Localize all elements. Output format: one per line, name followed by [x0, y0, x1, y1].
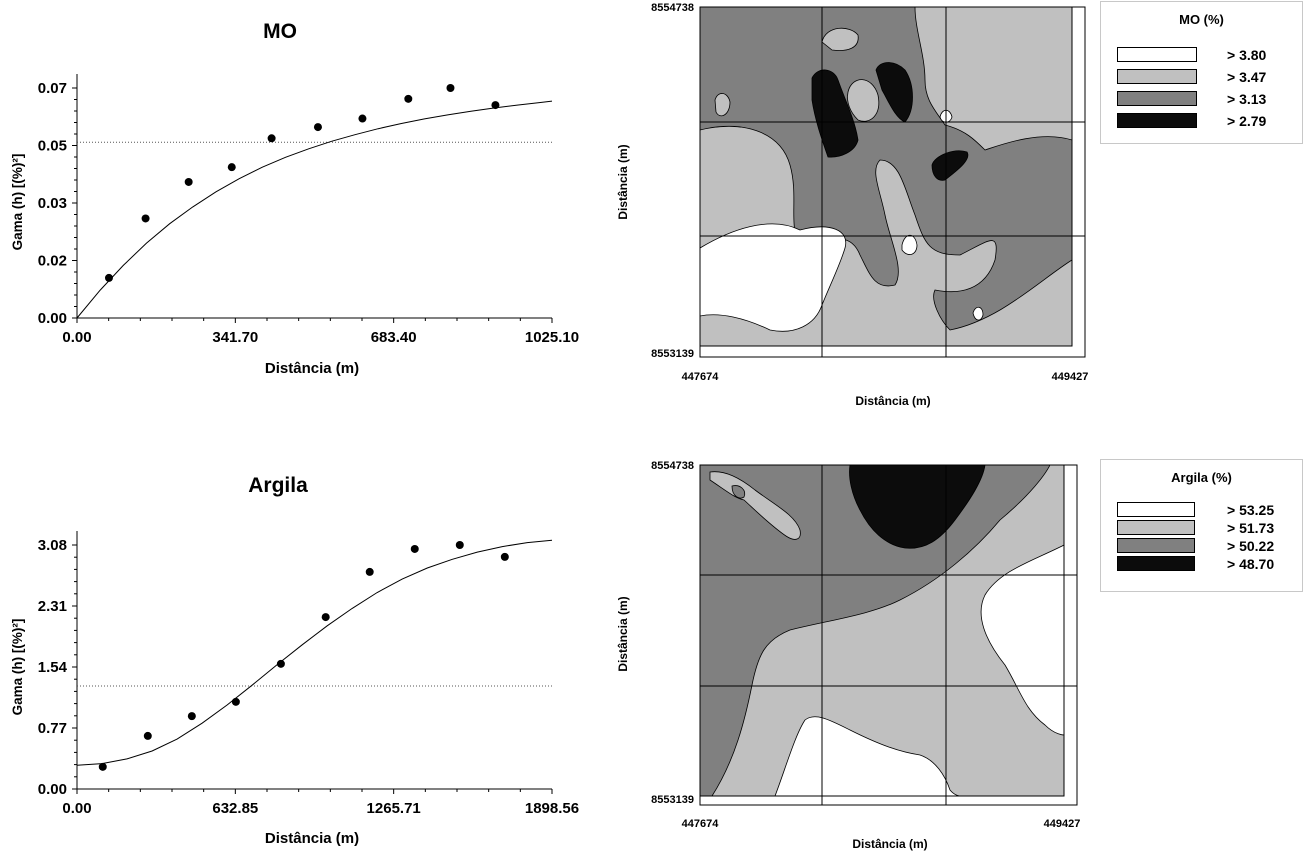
model-curve — [76, 539, 553, 766]
legend-swatch — [1117, 47, 1197, 62]
zone-3-80 — [700, 223, 847, 332]
x-tick-label: 683.40 — [371, 329, 417, 346]
y-tick-label: 2.31 — [38, 598, 67, 615]
zone-50-22 — [731, 485, 746, 499]
legend-label: > 3.13 — [1227, 91, 1267, 107]
x-min-label: 447674 — [682, 818, 720, 830]
x-tick-label: 0.00 — [62, 800, 91, 817]
legend-swatch — [1117, 520, 1195, 535]
y-tick-label: 0.05 — [38, 138, 67, 155]
data-point — [141, 214, 150, 223]
y-max-label: 8554738 — [651, 2, 694, 14]
legend-mo: MO (%) > 3.80 > 3.47 > 3.13 > 2.79 — [1100, 1, 1303, 144]
data-point — [404, 94, 413, 103]
x-max-label: 449427 — [1052, 371, 1089, 383]
legend-swatch — [1117, 69, 1197, 84]
map-mo: 8554738 8553139 447674 449427 Distância … — [616, 2, 1088, 408]
zone-53-25 — [774, 716, 961, 796]
zone-3-80 — [901, 234, 918, 255]
x-tick-label: 341.70 — [212, 329, 258, 346]
y-tick-label: 0.07 — [38, 80, 67, 97]
data-point — [313, 123, 322, 132]
y-min-label: 8553139 — [651, 794, 694, 806]
data-point — [231, 697, 240, 706]
zone-48-70 — [849, 465, 986, 549]
x-axis-label: Distância (m) — [852, 837, 927, 851]
data-point — [491, 101, 500, 110]
zone-51-73 — [711, 465, 1064, 796]
data-point — [410, 544, 419, 553]
zone-3-47 — [821, 27, 859, 51]
y-axis-label: Distância (m) — [616, 144, 630, 219]
legend-label: > 2.79 — [1227, 113, 1267, 129]
semivariogram-argila: Argila Gama (h) [(%)²] Distância (m) 0.0… — [10, 474, 579, 847]
data-point — [358, 114, 367, 123]
x-tick-label: 632.85 — [212, 800, 258, 817]
data-point — [184, 177, 193, 186]
x-min-label: 447674 — [682, 371, 720, 383]
data-point — [227, 163, 236, 172]
y-min-label: 8553139 — [651, 348, 694, 360]
y-tick-label: 0.00 — [38, 310, 67, 327]
map-argila: 8554738 8553139 447674 449427 Distância … — [616, 460, 1080, 851]
legend-label: > 51.73 — [1227, 520, 1275, 536]
x-max-label: 449427 — [1044, 818, 1081, 830]
legend-title: Argila (%) — [1171, 470, 1232, 485]
legend-swatch — [1117, 502, 1195, 517]
data-point — [187, 712, 196, 721]
zone-3-47 — [847, 79, 880, 122]
y-tick-label: 1.54 — [38, 659, 68, 676]
zone-3-47 — [714, 93, 731, 117]
legend-swatch — [1117, 91, 1197, 106]
data-point — [98, 762, 107, 771]
zone-53-25 — [980, 544, 1064, 736]
x-axis-label: Distância (m) — [855, 394, 930, 408]
legend-label: > 50.22 — [1227, 538, 1275, 554]
x-tick-label: 1898.56 — [525, 800, 579, 817]
data-point — [267, 134, 276, 143]
legend-argila: Argila (%) > 53.25 > 51.73 > 50.22 > 48.… — [1100, 459, 1303, 592]
zone-2-79 — [811, 69, 859, 158]
data-point — [143, 731, 152, 740]
legend-label: > 3.47 — [1227, 69, 1267, 85]
chart-title: MO — [263, 20, 297, 43]
legend-label: > 53.25 — [1227, 502, 1275, 518]
data-point — [446, 84, 455, 92]
data-point — [321, 613, 330, 622]
data-point — [104, 273, 113, 282]
zone-2-79 — [875, 62, 913, 123]
legend-swatch — [1117, 538, 1195, 553]
zone-3-80 — [972, 306, 984, 321]
y-tick-label: 0.03 — [38, 195, 67, 212]
y-tick-label: 3.08 — [38, 537, 67, 554]
y-axis-label: Gama (h) [(%)²] — [10, 154, 25, 251]
legend-label: > 3.80 — [1227, 47, 1267, 63]
data-point — [500, 552, 509, 561]
model-curve — [76, 100, 553, 319]
x-axis-label: Distância (m) — [265, 360, 359, 377]
map-grid — [699, 464, 1078, 806]
y-tick-label: 0.00 — [38, 781, 67, 798]
legend-label: > 48.70 — [1227, 556, 1275, 572]
y-tick-label: 0.02 — [38, 253, 67, 270]
legend-title: MO (%) — [1179, 12, 1224, 27]
data-point — [276, 659, 285, 668]
semivariogram-mo: MO Gama (h) [(%)²] Distância (m) 0.00 0.0… — [10, 20, 579, 377]
y-axis-label: Gama (h) [(%)²] — [10, 619, 25, 716]
y-max-label: 8554738 — [651, 460, 694, 472]
x-tick-label: 1265.71 — [367, 800, 421, 817]
legend-swatch — [1117, 113, 1197, 128]
legend-swatch — [1117, 556, 1195, 571]
zone-3-47 — [914, 7, 1072, 151]
x-tick-label: 1025.10 — [525, 329, 579, 346]
map-grid — [699, 6, 1086, 358]
y-axis-label: Distância (m) — [616, 596, 630, 671]
data-point — [365, 567, 374, 576]
x-tick-label: 0.00 — [62, 329, 91, 346]
y-tick-label: 0.77 — [38, 720, 67, 737]
data-point — [455, 541, 464, 549]
chart-title: Argila — [248, 474, 308, 497]
x-axis-label: Distância (m) — [265, 830, 359, 847]
